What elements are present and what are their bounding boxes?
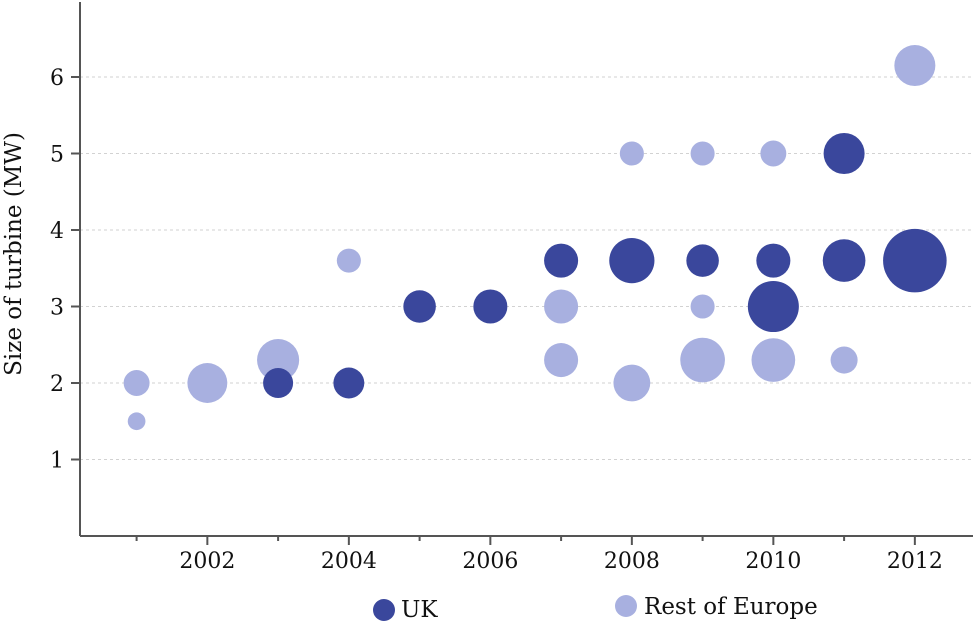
x-tick-label: 2006: [462, 549, 518, 574]
legend-label-uk: UK: [401, 597, 438, 622]
bubble-rest-of-europe: [690, 141, 715, 166]
axes: [79, 2, 973, 537]
y-tick-label: 1: [50, 449, 64, 474]
x-tick-label: 2004: [321, 549, 377, 574]
bubble-uk: [609, 238, 655, 284]
bubble-rest-of-europe: [760, 140, 787, 167]
bubble-rest-of-europe: [127, 412, 146, 431]
bubble-rest-of-europe: [257, 338, 300, 382]
bubble-uk: [883, 228, 947, 293]
bubble-uk: [544, 243, 579, 278]
legend: UK Rest of Europe: [373, 594, 818, 622]
bubble-uk: [403, 290, 436, 323]
bubble-rest-of-europe: [187, 363, 228, 403]
legend-swatch-rest-of-europe: [615, 595, 637, 617]
y-axis-ticks: 1 2 3 4 5 6: [50, 66, 80, 474]
legend-swatch-uk: [373, 599, 395, 621]
bubble-rest-of-europe: [619, 141, 644, 166]
y-tick-label: 3: [50, 296, 64, 321]
series-uk: [263, 132, 947, 399]
bubble-uk: [473, 289, 508, 324]
bubble-uk: [333, 367, 365, 399]
y-tick-label: 4: [50, 219, 64, 244]
bubble-rest-of-europe: [690, 294, 715, 319]
x-tick-label: 2012: [887, 549, 943, 574]
bubble-uk: [822, 239, 866, 282]
bubble-rest-of-europe: [830, 346, 858, 374]
bubble-uk: [756, 243, 791, 278]
y-tick-label: 2: [50, 372, 64, 397]
x-tick-label: 2010: [745, 549, 801, 574]
bubble-rest-of-europe: [544, 343, 579, 378]
bubble-uk: [263, 368, 294, 398]
bubble-rest-of-europe: [336, 248, 361, 273]
x-tick-label: 2008: [604, 549, 660, 574]
y-axis-title: Size of turbine (MW): [1, 132, 27, 376]
bubble-rest-of-europe: [544, 289, 579, 324]
bubble-rest-of-europe: [123, 370, 150, 396]
bubble-rest-of-europe: [613, 364, 651, 402]
legend-label-rest-of-europe: Rest of Europe: [644, 594, 818, 620]
y-tick-label: 5: [50, 143, 64, 168]
y-tick-label: 6: [50, 66, 64, 91]
bubble-rest-of-europe: [680, 337, 725, 383]
bubble-uk: [747, 280, 799, 333]
bubble-uk: [686, 244, 719, 277]
bubble-uk: [823, 132, 865, 175]
x-tick-label: 2002: [179, 549, 235, 574]
series-rest-of-europe: [123, 45, 936, 431]
x-axis-ticks: 2002 2004 2006 2008 2010 2012: [135, 536, 943, 574]
bubble-rest-of-europe: [751, 338, 796, 382]
bubble-rest-of-europe: [894, 45, 936, 87]
